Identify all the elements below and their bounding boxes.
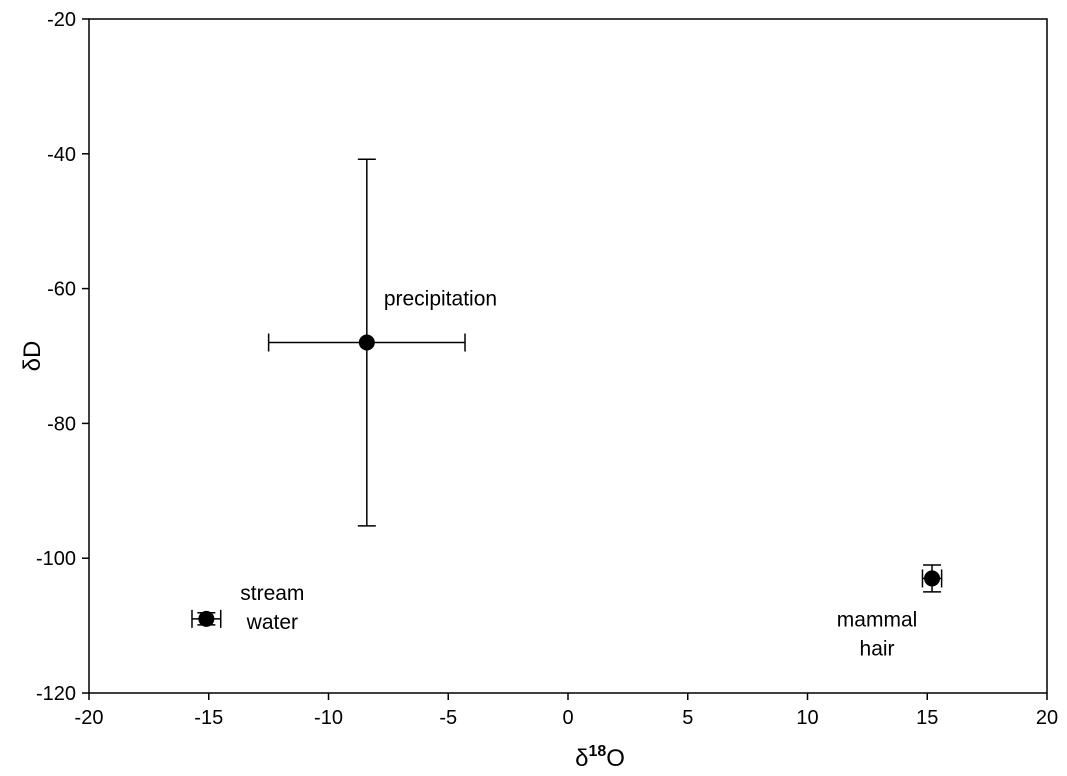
x-tick-label: 10: [796, 707, 818, 729]
plot-frame: [88, 18, 1048, 694]
y-axis-ticks: -120 -100 -80 -60 -40 -20: [36, 9, 89, 705]
point-label: hair: [860, 637, 895, 660]
x-axis-title-tail: O: [606, 745, 625, 772]
x-axis-title: δ18O: [575, 743, 625, 772]
point-label: water: [246, 611, 298, 634]
data-point: [198, 610, 215, 627]
x-tick-label: 15: [916, 707, 938, 729]
y-tick-label: -40: [47, 144, 76, 166]
y-tick-label: -80: [47, 413, 76, 435]
point-label: precipitation: [384, 288, 497, 311]
x-axis-title-main: δ: [575, 745, 588, 772]
x-tick-label: 0: [562, 707, 573, 729]
x-tick-label: -5: [439, 707, 457, 729]
x-tick-label: 5: [682, 707, 693, 729]
x-axis-ticks: -20 -15 -10 -5 0 5 10 15 20: [75, 693, 1058, 729]
y-axis-title: δD: [19, 341, 46, 372]
x-tick-label: 20: [1036, 707, 1058, 729]
y-tick-label: -60: [47, 279, 76, 301]
y-tick-label: -100: [36, 548, 76, 570]
x-tick-label: -15: [194, 707, 223, 729]
data-points: [198, 334, 941, 627]
point-labels: precipitation stream water mammal hair: [240, 288, 917, 661]
x-tick-label: -20: [75, 707, 104, 729]
point-label: mammal: [837, 608, 918, 631]
y-tick-label: -120: [36, 683, 76, 705]
error-bars: [191, 158, 943, 628]
x-tick-label: -10: [314, 707, 343, 729]
data-point: [358, 334, 375, 351]
x-axis-title-superscript: 18: [588, 743, 606, 760]
point-label: stream: [240, 582, 304, 605]
data-point: [924, 570, 941, 587]
y-tick-label: -20: [47, 9, 76, 31]
